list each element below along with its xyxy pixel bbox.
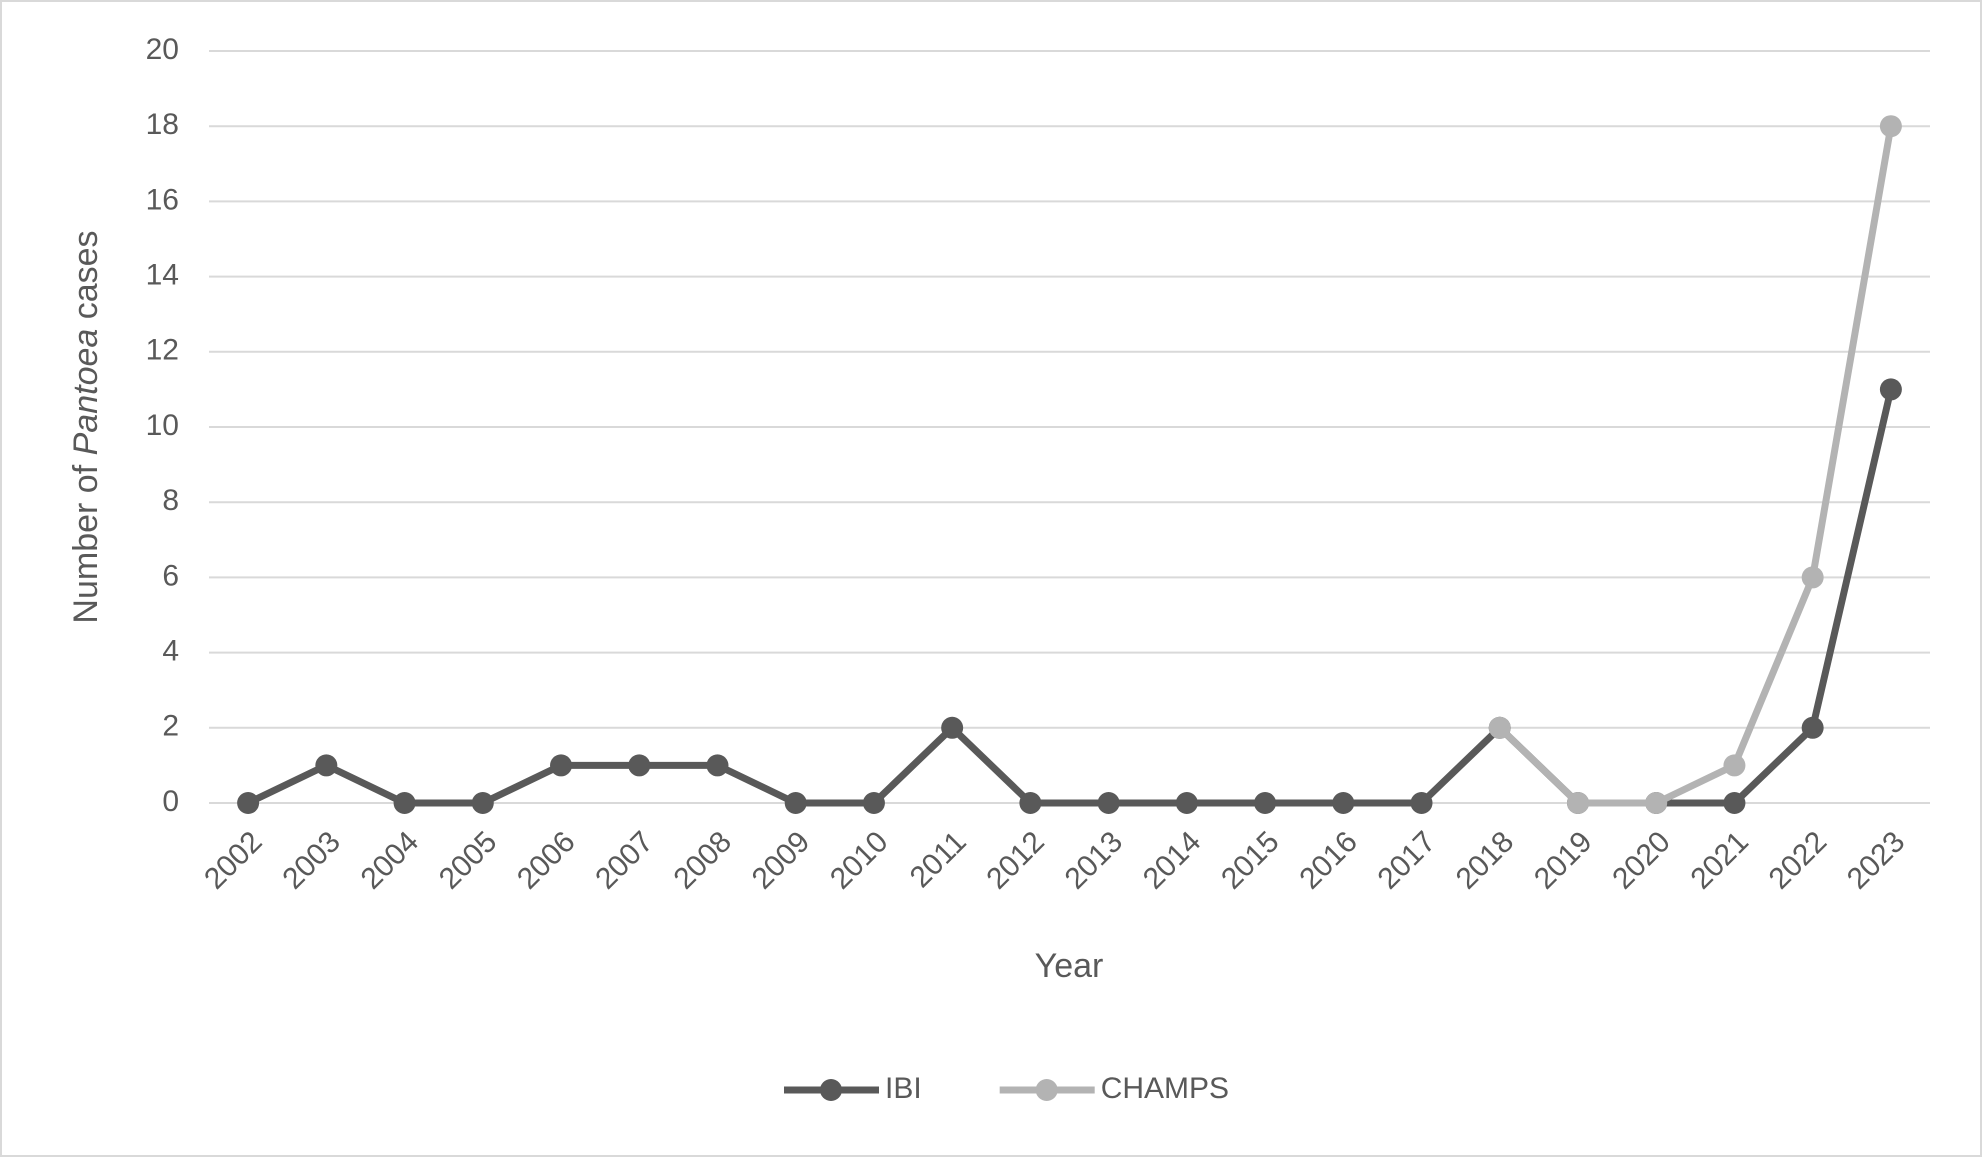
legend-marker xyxy=(1035,1079,1058,1101)
data-point xyxy=(315,754,338,777)
data-point xyxy=(1175,792,1198,814)
data-point xyxy=(1879,378,1902,401)
y-tick-label: 4 xyxy=(162,635,179,668)
data-point xyxy=(941,716,964,739)
data-point xyxy=(393,792,416,814)
data-point xyxy=(1801,716,1824,739)
y-tick-label: 16 xyxy=(146,183,179,216)
legend-label: CHAMPS xyxy=(1101,1072,1229,1105)
y-tick-label: 0 xyxy=(162,785,179,818)
y-axis-title: Number of Pantoea cases xyxy=(67,230,105,623)
data-point xyxy=(237,792,260,814)
data-point xyxy=(1879,115,1902,138)
legend-marker xyxy=(820,1079,842,1101)
data-point xyxy=(784,792,807,814)
data-point xyxy=(550,754,573,777)
data-point xyxy=(1488,716,1511,739)
data-point xyxy=(1566,792,1589,814)
y-axis-title-part: cases xyxy=(67,230,105,328)
data-point xyxy=(1254,792,1277,814)
data-point xyxy=(1723,754,1746,777)
data-point xyxy=(1332,792,1355,814)
y-axis-title-part: Pantoea xyxy=(67,329,105,456)
series-line xyxy=(1497,125,1895,807)
data-point xyxy=(1723,792,1746,814)
y-tick-label: 8 xyxy=(162,484,179,517)
y-tick-label: 10 xyxy=(146,409,179,442)
x-axis-title: Year xyxy=(1035,947,1104,985)
data-point xyxy=(471,792,494,814)
data-point xyxy=(628,754,651,777)
data-point xyxy=(1801,566,1824,589)
data-point xyxy=(862,792,885,814)
y-tick-label: 18 xyxy=(146,108,179,141)
y-tick-label: 12 xyxy=(146,334,179,367)
y-tick-label: 14 xyxy=(146,259,179,292)
legend-label: IBI xyxy=(885,1072,922,1105)
data-point xyxy=(706,754,729,777)
data-point xyxy=(1097,792,1120,814)
y-tick-label: 6 xyxy=(162,559,179,592)
data-point xyxy=(1410,792,1433,814)
data-point xyxy=(1019,792,1042,814)
data-point xyxy=(1645,792,1668,814)
y-tick-label: 2 xyxy=(162,710,179,743)
y-axis-title-part: Number of xyxy=(67,455,105,623)
y-tick-label: 20 xyxy=(146,33,179,66)
